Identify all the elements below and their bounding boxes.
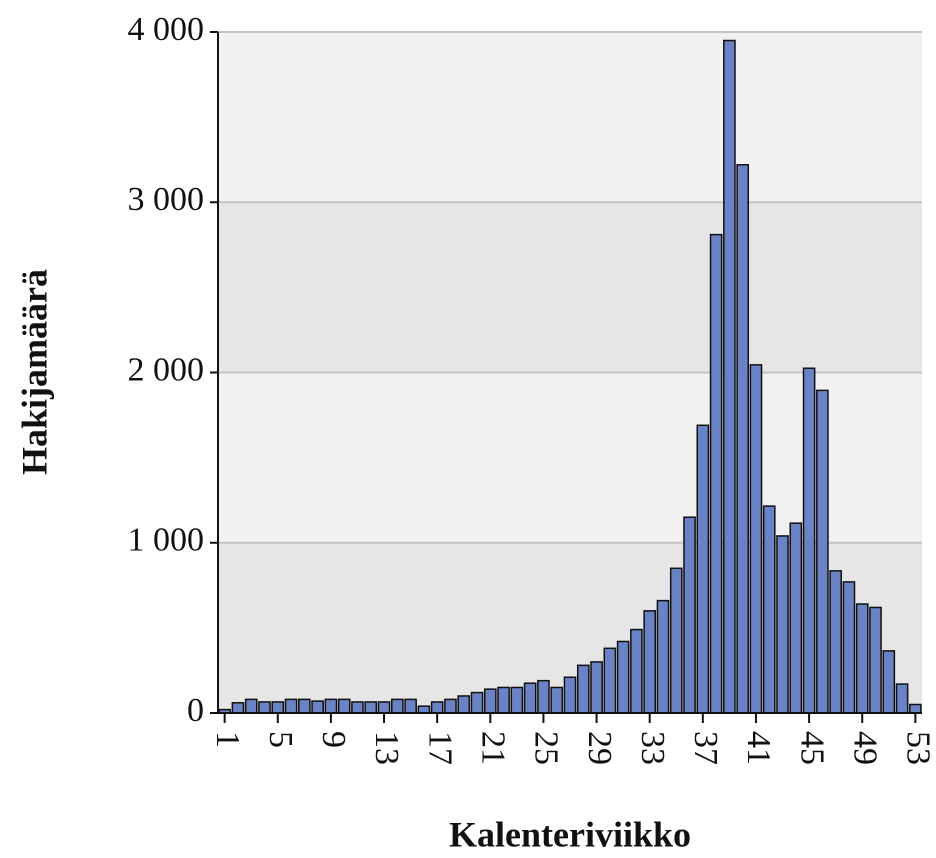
bar — [616, 640, 630, 714]
y-tick-label: 0 — [187, 692, 204, 729]
bar — [709, 233, 723, 714]
bar — [444, 698, 457, 714]
bar — [683, 516, 696, 714]
bar — [909, 703, 922, 714]
bar — [430, 701, 444, 714]
bar — [656, 599, 670, 714]
x-tick-label: 1 — [209, 731, 246, 748]
bar — [457, 695, 471, 714]
x-tick-label: 41 — [740, 731, 777, 765]
bar — [497, 686, 510, 714]
bar — [603, 647, 617, 714]
bar — [789, 522, 803, 714]
bar — [244, 698, 258, 714]
bar — [390, 698, 404, 714]
x-tick-label: 21 — [475, 731, 512, 765]
bar — [324, 698, 338, 714]
bar — [563, 676, 577, 714]
bar — [364, 701, 378, 714]
y-tick-label: 1 000 — [128, 522, 205, 559]
x-tick-label: 9 — [315, 731, 352, 748]
bar — [776, 535, 789, 714]
bar — [762, 505, 776, 714]
bar — [895, 683, 909, 714]
x-tick-label: 17 — [421, 731, 458, 765]
y-axis-label: Hakijamäärä — [14, 269, 54, 475]
x-tick-label: 45 — [793, 731, 830, 765]
bar — [669, 567, 683, 714]
bar — [590, 661, 603, 714]
x-tick-label: 49 — [846, 731, 883, 765]
bar — [271, 701, 285, 714]
bar — [802, 367, 816, 714]
bar — [351, 701, 364, 714]
bar — [723, 39, 736, 714]
bar — [882, 650, 896, 714]
bar — [337, 698, 351, 714]
bar — [523, 682, 537, 714]
bar — [643, 610, 657, 714]
x-tick-label: 13 — [368, 731, 405, 765]
bar — [816, 389, 829, 714]
bar — [550, 686, 564, 714]
bar — [510, 686, 524, 714]
y-tick-label: 3 000 — [128, 181, 205, 218]
bar — [842, 581, 856, 714]
bar — [483, 688, 497, 714]
y-tick-label: 4 000 — [128, 11, 205, 48]
bar — [537, 679, 550, 714]
bar — [311, 700, 324, 714]
x-axis-label: Kalenteriviikko — [449, 814, 691, 854]
x-tick-label: 53 — [900, 731, 936, 765]
x-tick-label: 25 — [528, 731, 565, 765]
bar — [736, 164, 750, 714]
bar — [630, 628, 643, 714]
bar — [829, 570, 842, 714]
bar — [576, 664, 590, 714]
x-tick-label: 37 — [687, 731, 724, 765]
bar — [284, 698, 298, 714]
x-tick-label: 33 — [634, 731, 671, 765]
bar — [298, 698, 311, 714]
bar — [470, 691, 484, 714]
y-tick-label: 2 000 — [128, 351, 205, 388]
bar — [855, 603, 869, 714]
plot-band — [218, 32, 922, 203]
bar — [404, 698, 417, 714]
x-tick-label: 29 — [581, 731, 618, 765]
bar — [258, 701, 271, 714]
bar — [417, 705, 431, 714]
plot-band — [218, 202, 922, 373]
bar — [869, 606, 882, 714]
bar — [377, 701, 391, 714]
bar — [231, 702, 245, 714]
bar — [749, 364, 763, 714]
bar — [696, 424, 710, 714]
x-tick-label: 5 — [262, 731, 299, 748]
